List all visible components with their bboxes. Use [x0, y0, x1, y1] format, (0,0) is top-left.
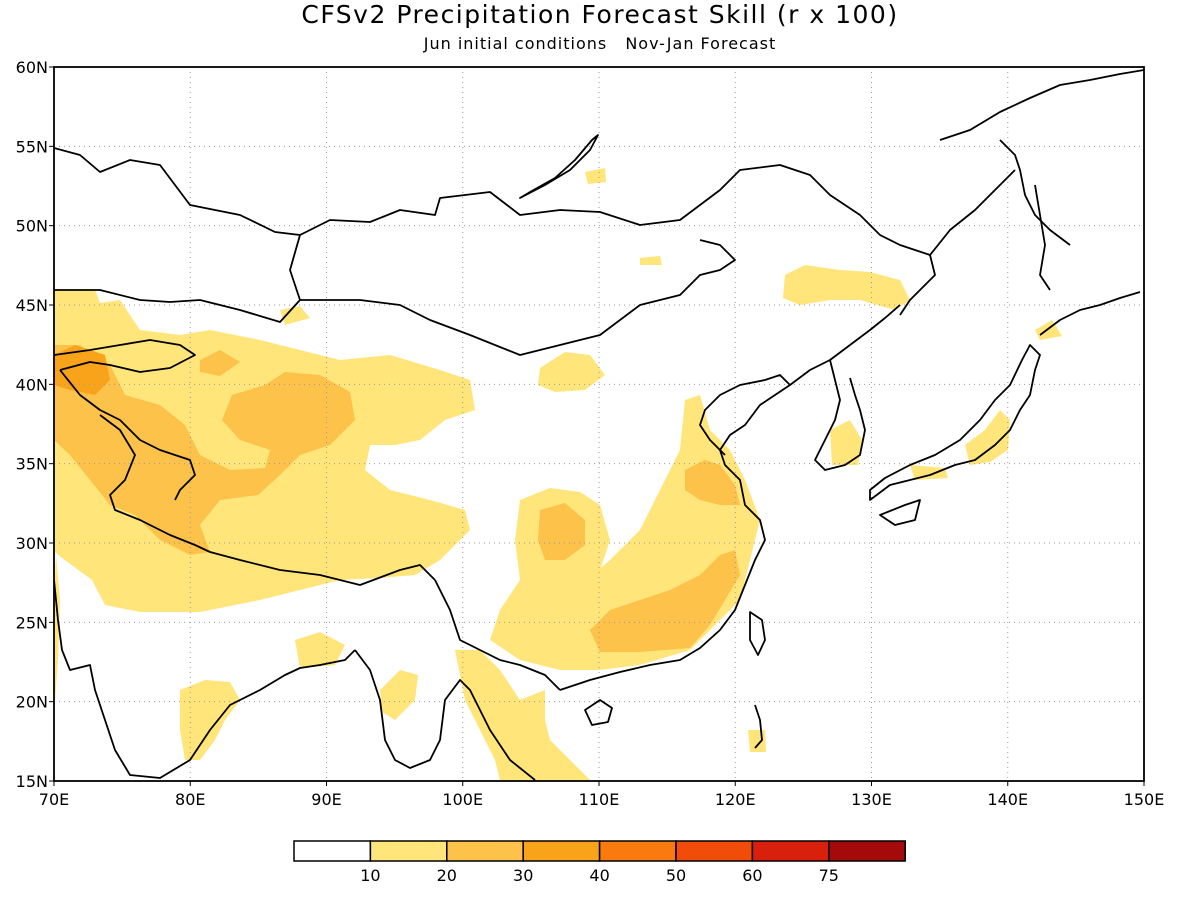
lat-tick-label: 15N: [16, 772, 48, 791]
colorbar-segment: [675, 840, 754, 862]
lat-tick-label: 35N: [16, 455, 48, 474]
lat-tick-label: 60N: [16, 58, 48, 77]
lat-tick-label: 40N: [16, 375, 48, 394]
colorbar-segment: [293, 840, 372, 862]
colorbar-label: 40: [589, 866, 609, 885]
lon-tick-label: 80E: [175, 790, 205, 809]
colorbar: [293, 840, 906, 862]
lon-tick-label: 150E: [1124, 790, 1165, 809]
lon-tick-label: 90E: [311, 790, 341, 809]
colorbar-label: 30: [513, 866, 533, 885]
skill-30-40-regions: [54, 345, 110, 395]
lon-tick-label: 70E: [39, 790, 69, 809]
colorbar-labels: 10 20 30 40 50 60 75: [360, 866, 839, 885]
lat-tick-label: 25N: [16, 613, 48, 632]
subtitle-initial-conditions: Jun initial conditions: [423, 34, 608, 53]
chart-title: CFSv2 Precipitation Forecast Skill (r x …: [301, 0, 899, 29]
lon-tick-label: 120E: [715, 790, 756, 809]
colorbar-label: 10: [360, 866, 380, 885]
colorbar-segment: [751, 840, 830, 862]
skill-shading: [54, 168, 1062, 780]
colorbar-label: 50: [666, 866, 686, 885]
colorbar-segment: [522, 840, 601, 862]
colorbar-label: 20: [437, 866, 457, 885]
chart-subtitle: Jun initial conditions Nov-Jan Forecast: [0, 34, 1200, 53]
axis-ticks: [49, 66, 1145, 786]
subtitle-forecast-period: Nov-Jan Forecast: [625, 34, 777, 53]
lat-tick-label: 55N: [16, 137, 48, 156]
colorbar-segment: [828, 840, 906, 862]
lon-tick-label: 140E: [987, 790, 1028, 809]
colorbar-segment: [446, 840, 524, 862]
colorbar-label: 75: [819, 866, 839, 885]
lon-tick-label: 100E: [442, 790, 483, 809]
longitude-labels: 70E 80E 90E 100E 110E 120E 130E 140E 150E: [39, 790, 1165, 809]
colorbar-label: 60: [742, 866, 762, 885]
lon-tick-label: 110E: [579, 790, 620, 809]
coastlines-borders: [54, 69, 1144, 781]
skill-20-30-regions: [54, 345, 740, 652]
lat-tick-label: 50N: [16, 217, 48, 236]
lat-tick-label: 45N: [16, 296, 48, 315]
lat-tick-label: 20N: [16, 693, 48, 712]
lat-tick-label: 30N: [16, 534, 48, 553]
colorbar-segment: [369, 840, 448, 862]
lon-tick-label: 130E: [851, 790, 892, 809]
latitude-labels: 15N 20N 25N 30N 35N 40N 45N 50N 55N 60N: [16, 58, 48, 791]
colorbar-segment: [598, 840, 677, 862]
